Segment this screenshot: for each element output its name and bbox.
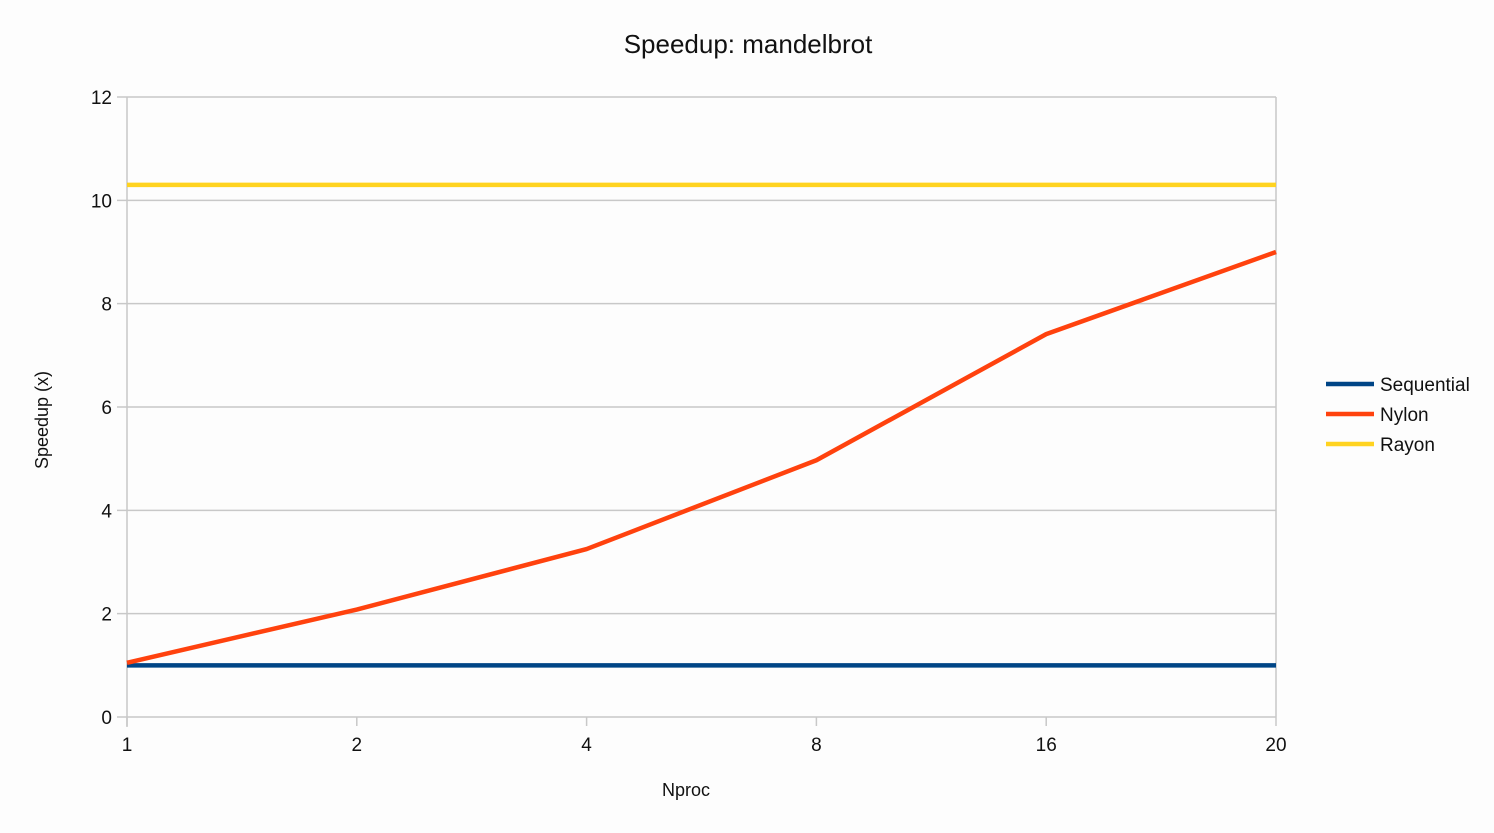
x-tick-label: 2 [352, 735, 363, 756]
x-axis-label: Nproc [662, 780, 710, 800]
y-tick-label: 0 [101, 708, 112, 729]
chart-title: Speedup: mandelbrot [624, 29, 873, 59]
x-tick-label: 8 [811, 735, 822, 756]
y-tick-label: 10 [91, 191, 112, 212]
y-tick-label: 4 [101, 501, 112, 522]
x-tick-label: 16 [1036, 735, 1057, 756]
x-tick-label: 20 [1265, 735, 1286, 756]
legend-label-rayon: Rayon [1380, 435, 1435, 456]
x-tick-label: 1 [122, 735, 133, 756]
legend-label-nylon: Nylon [1380, 405, 1429, 426]
x-tick-label: 4 [581, 735, 592, 756]
y-tick-label: 12 [91, 88, 112, 109]
y-tick-label: 8 [101, 295, 112, 316]
y-axis-label: Speedup (x) [32, 371, 52, 469]
series-line-nylon [126, 249, 1277, 665]
legend-label-sequential: Sequential [1380, 375, 1470, 396]
y-tick-label: 2 [101, 605, 112, 626]
y-tick-label: 6 [101, 398, 112, 419]
